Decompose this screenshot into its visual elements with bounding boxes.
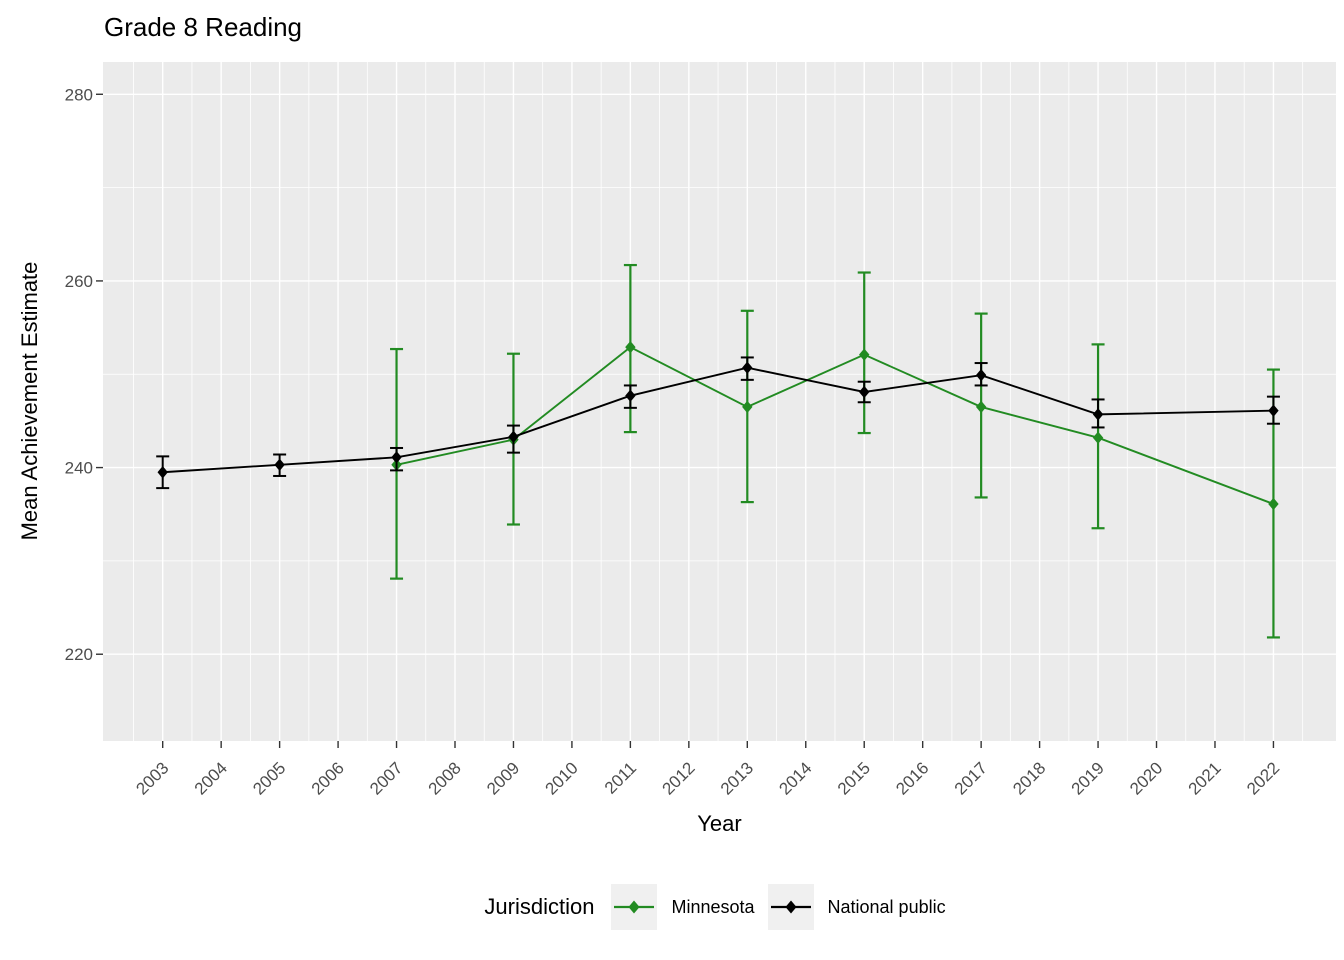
- chart-panel: 2003 2004 2005 2006 2007 2008 2009 2010 2011 2012…: [65, 62, 1336, 799]
- data-point: [975, 368, 987, 382]
- svg-text:2012: 2012: [658, 758, 698, 798]
- svg-text:2018: 2018: [1009, 758, 1049, 798]
- svg-text:2019: 2019: [1068, 758, 1108, 798]
- svg-text:2007: 2007: [366, 758, 406, 798]
- svg-text:2004: 2004: [191, 758, 231, 798]
- svg-text:2011: 2011: [601, 758, 640, 797]
- svg-text:2008: 2008: [425, 758, 465, 798]
- y-tick-labels: 220 240 260 280: [65, 85, 93, 664]
- svg-text:2022: 2022: [1243, 758, 1283, 798]
- svg-text:2014: 2014: [775, 758, 815, 798]
- x-tick-labels: 2003 2004 2005 2006 2007 2008 2009 2010 2011 2012…: [132, 758, 1283, 798]
- data-point: [742, 400, 753, 414]
- svg-text:2003: 2003: [132, 758, 172, 798]
- legend-label-national-public: National public: [827, 896, 946, 917]
- svg-text:240: 240: [65, 459, 93, 478]
- plot-title: Grade 8 Reading: [104, 12, 303, 42]
- legend-item-minnesota: Minnesota: [611, 884, 755, 930]
- svg-text:260: 260: [65, 272, 93, 291]
- data-point: [859, 385, 870, 399]
- svg-text:2006: 2006: [308, 758, 348, 798]
- legend-key-minnesota: [611, 884, 658, 930]
- series-line: [162, 366, 1274, 474]
- svg-text:2015: 2015: [834, 758, 874, 798]
- data-point: [859, 348, 870, 361]
- data-point: [975, 400, 987, 414]
- svg-text:2021: 2021: [1185, 758, 1225, 798]
- y-axis-ticks: [96, 93, 103, 655]
- svg-text:2013: 2013: [717, 758, 757, 798]
- svg-text:2005: 2005: [249, 758, 289, 798]
- data-point: [625, 340, 636, 354]
- data-point: [1268, 404, 1279, 417]
- svg-text:280: 280: [65, 85, 93, 104]
- legend-label-minnesota: Minnesota: [671, 896, 755, 917]
- svg-text:2010: 2010: [542, 758, 582, 798]
- legend-item-national-public: National public: [767, 884, 946, 930]
- legend-key-point: [628, 900, 640, 914]
- svg-text:2020: 2020: [1126, 758, 1166, 798]
- svg-text:2009: 2009: [483, 758, 523, 798]
- legend: Jurisdiction Minnesota National public: [0, 884, 1344, 930]
- series-national-public: [156, 356, 1280, 490]
- national-public-key-icon: [770, 900, 811, 914]
- data-point: [625, 389, 636, 402]
- minnesota-key-icon: [614, 900, 655, 914]
- legend-title: Jurisdiction: [484, 894, 595, 919]
- svg-text:2016: 2016: [892, 758, 932, 798]
- data-point: [742, 361, 753, 374]
- x-axis-ticks: [161, 741, 1275, 748]
- svg-text:2017: 2017: [951, 758, 991, 798]
- data-point: [508, 430, 519, 443]
- data-point: [1092, 431, 1104, 444]
- svg-text:220: 220: [65, 645, 93, 664]
- data-point: [1268, 497, 1279, 511]
- data-point: [391, 451, 402, 464]
- x-axis-title: Year: [697, 811, 742, 836]
- data-point: [274, 458, 285, 471]
- legend-key-national-public: [767, 884, 814, 930]
- legend-key-point: [785, 900, 797, 914]
- gridlines-minor: [103, 62, 1336, 741]
- data-point: [1092, 408, 1104, 421]
- plot-panel-background: [103, 62, 1336, 741]
- data-point: [157, 466, 168, 479]
